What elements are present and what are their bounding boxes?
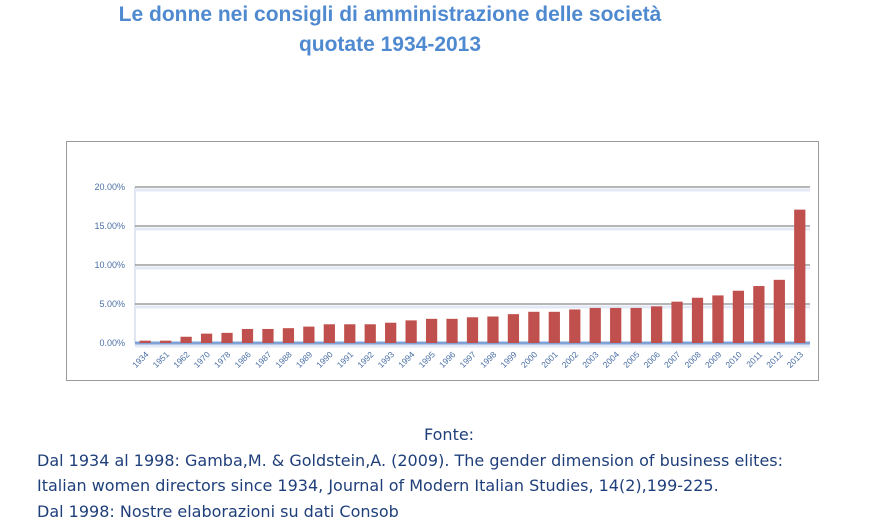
chart-title-line1: Le donne nei consigli di amministrazione… <box>118 3 662 26</box>
bar-2001 <box>548 311 560 343</box>
bar-1987 <box>262 328 274 343</box>
bar-1951 <box>160 340 172 343</box>
bar-2000 <box>528 311 540 343</box>
bar-1999 <box>507 314 520 343</box>
bar-1997 <box>466 317 479 343</box>
bar-1995 <box>425 318 438 343</box>
bar-1988 <box>282 328 295 343</box>
bar-2008 <box>691 297 704 343</box>
bar-1962 <box>180 336 192 343</box>
bar-2010 <box>732 290 745 343</box>
bar-1986 <box>241 328 254 343</box>
source-line-1: Dal 1934 al 1998: Gamba,M. & Goldstein,A… <box>37 451 784 470</box>
chart: 0.00%5.00%10.00%15.00%20.00%1934 1951 1962… <box>94 182 810 370</box>
bar-1998 <box>487 316 499 343</box>
chart-title-line2: quotate 1934-2013 <box>298 33 482 56</box>
y-tick-label: 15.00% <box>94 221 125 231</box>
bar-2013 <box>794 209 806 343</box>
bar-2011 <box>753 286 765 343</box>
bar-1993 <box>385 322 397 343</box>
y-tick-label: 20.00% <box>94 182 125 192</box>
bar-2009 <box>712 295 724 343</box>
bar-1978 <box>221 332 233 343</box>
bar-1989 <box>303 326 315 343</box>
source-line-2: Italian women directors since 1934, Jour… <box>37 476 719 495</box>
bar-1994 <box>405 320 417 343</box>
bar-1990 <box>323 324 335 343</box>
y-tick-label: 5.00% <box>99 299 125 309</box>
bar-2002 <box>569 309 581 343</box>
bar-1991 <box>344 324 356 343</box>
bar-2005 <box>630 307 642 343</box>
bar-1996 <box>446 318 458 343</box>
bar-2007 <box>671 301 683 343</box>
bar-1934 <box>139 340 151 343</box>
bar-2004 <box>610 307 622 343</box>
bar-2006 <box>650 306 663 343</box>
bar-2003 <box>589 307 601 343</box>
source-heading: Fonte: <box>424 425 475 444</box>
bar-1992 <box>364 324 376 343</box>
y-tick-label: 10.00% <box>94 260 125 270</box>
chart-frame <box>66 141 819 381</box>
y-tick-label: 0.00% <box>99 338 125 348</box>
bar-2012 <box>773 279 785 343</box>
bar-1970 <box>200 333 213 343</box>
source-line-3: Dal 1998: Nostre elaborazioni su dati Co… <box>37 502 399 521</box>
